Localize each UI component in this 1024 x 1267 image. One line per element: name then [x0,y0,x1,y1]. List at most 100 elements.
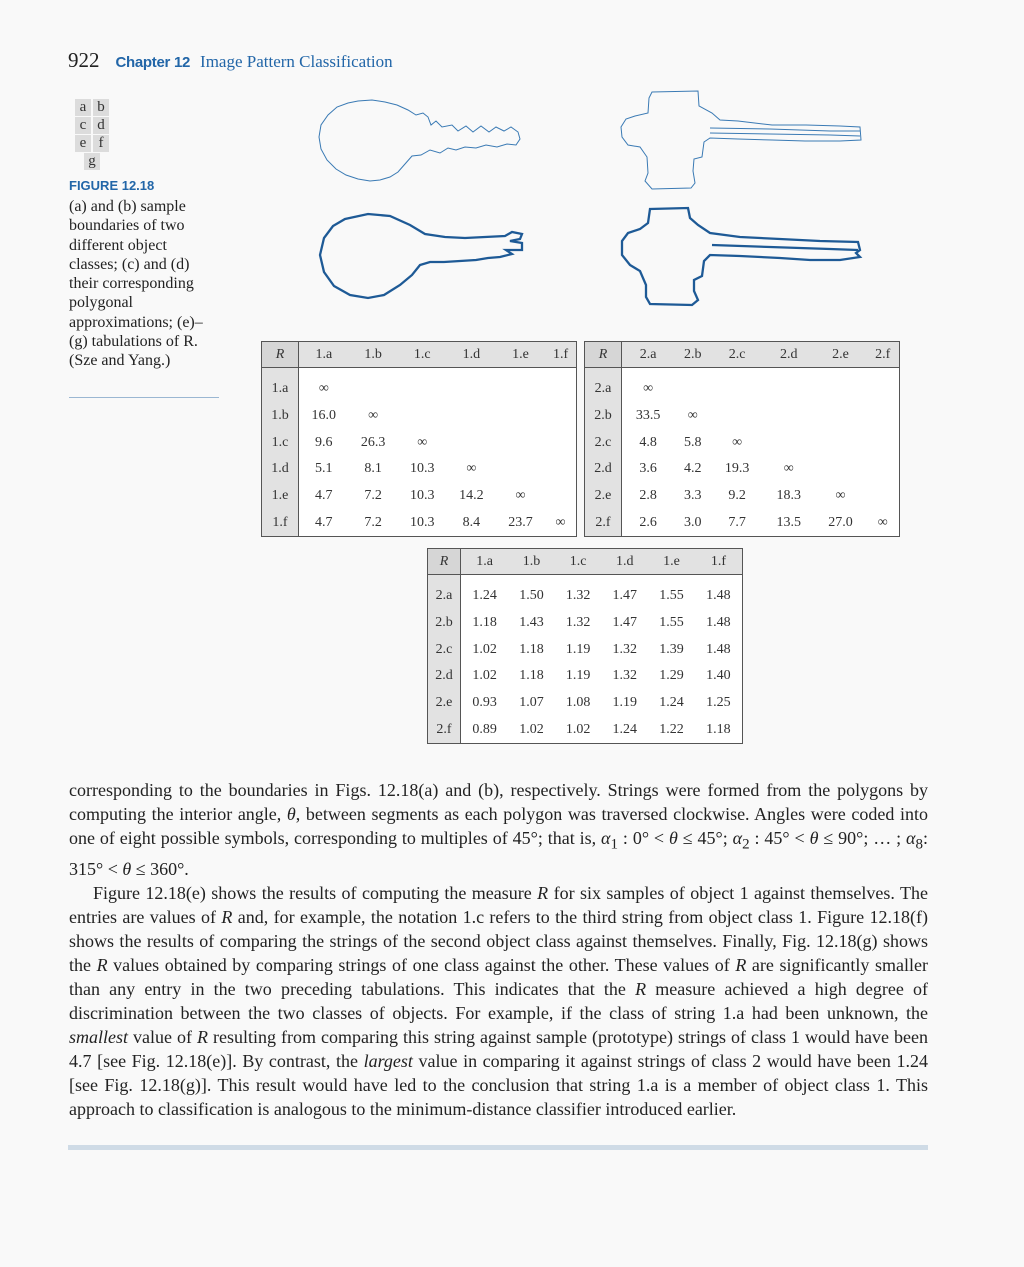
table-cell: 5.1 [315,461,333,477]
panel-layout-key: a b c d e f g [72,99,112,171]
table-cell: 8.1 [364,461,382,477]
table-cell: 1.24 [659,695,684,711]
table-row: 2.b 1.18 1.43 1.32 1.47 1.55 1.48 [427,609,743,637]
table-cell: 5.8 [684,434,702,450]
table-cell: 1.22 [659,721,684,737]
table-f-col: 2.c [711,341,763,368]
table-cell: 1.55 [659,615,684,631]
table-cell [711,368,763,403]
table-cell: 9.2 [728,488,746,504]
table-cell [866,483,899,510]
table-f-col: 2.b [674,341,712,368]
table-e-col: 1.f [545,341,577,368]
table-cell: 1.18 [472,615,497,631]
table-cell: 1.48 [706,641,731,657]
table-cell: 1.32 [612,641,638,657]
table-cell: 1.08 [565,695,591,711]
table-cell [545,368,576,403]
table-cell: 18.3 [776,488,802,504]
table-g: R 1.a 1.b 1.c 1.d 1.e 1.f 2.a 1.24 1.50 … [427,548,743,745]
table-row: 1.f 4.7 7.2 10.3 8.4 23.7 ∞ [261,509,577,537]
table-cell: ∞ [643,381,654,397]
table-cell: 1.39 [659,641,684,657]
table-cell: ∞ [555,514,566,530]
row-label: 2.f [427,716,461,744]
table-cell [763,403,815,430]
table-row: 1.d 5.1 8.1 10.3 ∞ [261,456,577,483]
table-cell: 1.43 [519,615,544,631]
table-cell [815,403,867,430]
table-cell [447,403,496,430]
table-row: 2.d 1.02 1.18 1.19 1.32 1.29 1.40 [427,663,743,690]
figure-caption-text: (a) and (b) sample boundaries of two dif… [69,198,203,351]
row-label: 2.c [427,636,461,664]
table-cell: 1.07 [519,695,544,711]
boundary-b-outline [620,90,862,190]
row-label: 2.e [584,482,622,510]
table-f-col: 2.e [814,341,867,368]
figure-label: FIGURE 12.18 [69,178,155,193]
panel-key-d: d [93,117,109,134]
table-cell [398,403,447,430]
table-cell: 19.3 [724,461,750,477]
table-cell: 1.32 [565,615,591,631]
table-cell [711,403,763,430]
table-cell: 1.02 [565,721,591,737]
chapter-label: Chapter 12 [115,54,191,71]
table-cell: 1.48 [706,615,731,631]
figure-credit: (Sze and Yang.) [69,352,171,370]
row-label: 2.d [427,663,461,690]
table-row: 2.d 3.6 4.2 19.3 ∞ [584,456,900,483]
table-cell: 33.5 [635,408,661,424]
table-cell: ∞ [368,408,379,424]
table-cell: 7.7 [728,514,746,530]
table-cell: 1.48 [706,588,731,604]
table-cell: 23.7 [508,514,533,530]
table-cell [545,456,576,483]
table-cell: 1.50 [519,588,544,604]
row-label: 2.a [584,367,622,403]
table-cell: ∞ [417,434,428,450]
table-cell: 1.29 [659,668,684,684]
table-cell: 8.4 [462,514,481,530]
table-cell: 1.18 [519,668,544,684]
row-label: 2.d [584,456,622,483]
table-cell [545,429,576,456]
table-row: 1.b 16.0 ∞ [261,402,577,430]
panel-key-a: a [75,99,91,116]
table-cell [496,403,545,430]
table-cell [866,429,899,456]
row-label: 2.b [427,609,461,637]
row-label: 1.e [261,482,299,510]
table-cell: 1.32 [612,668,638,684]
table-cell [496,456,545,483]
table-cell: 1.24 [472,588,497,604]
row-label: 2.b [584,402,622,430]
table-cell: ∞ [515,488,526,504]
table-e-col: 1.a [298,341,349,368]
table-row: 1.c 9.6 26.3 ∞ [261,429,577,457]
table-g-col: 1.b [508,548,555,575]
table-g-col: 1.d [601,548,649,575]
table-cell [496,429,545,456]
table-cell: 4.7 [315,514,333,530]
table-cell [496,368,545,403]
table-cell: 3.6 [639,461,657,477]
table-cell: 1.47 [612,615,638,631]
table-cell: 7.2 [364,514,382,530]
table-e-corner: R [261,341,299,368]
table-cell [545,403,576,430]
table-cell: ∞ [318,381,329,397]
table-cell: 4.2 [684,461,702,477]
table-cell: 4.8 [639,434,657,450]
table-row: 2.a 1.24 1.50 1.32 1.47 1.55 1.48 [427,574,743,610]
table-cell: 1.19 [565,668,591,684]
table-cell: 9.6 [315,434,333,450]
row-label: 1.c [261,429,299,457]
table-row: 2.f 2.6 3.0 7.7 13.5 27.0 ∞ [584,509,900,537]
row-label: 2.e [427,689,461,717]
table-cell: 1.47 [612,588,638,604]
table-f-corner: R [584,341,622,368]
table-row: 2.e 0.93 1.07 1.08 1.19 1.24 1.25 [427,689,743,717]
row-label: 1.f [261,509,299,537]
